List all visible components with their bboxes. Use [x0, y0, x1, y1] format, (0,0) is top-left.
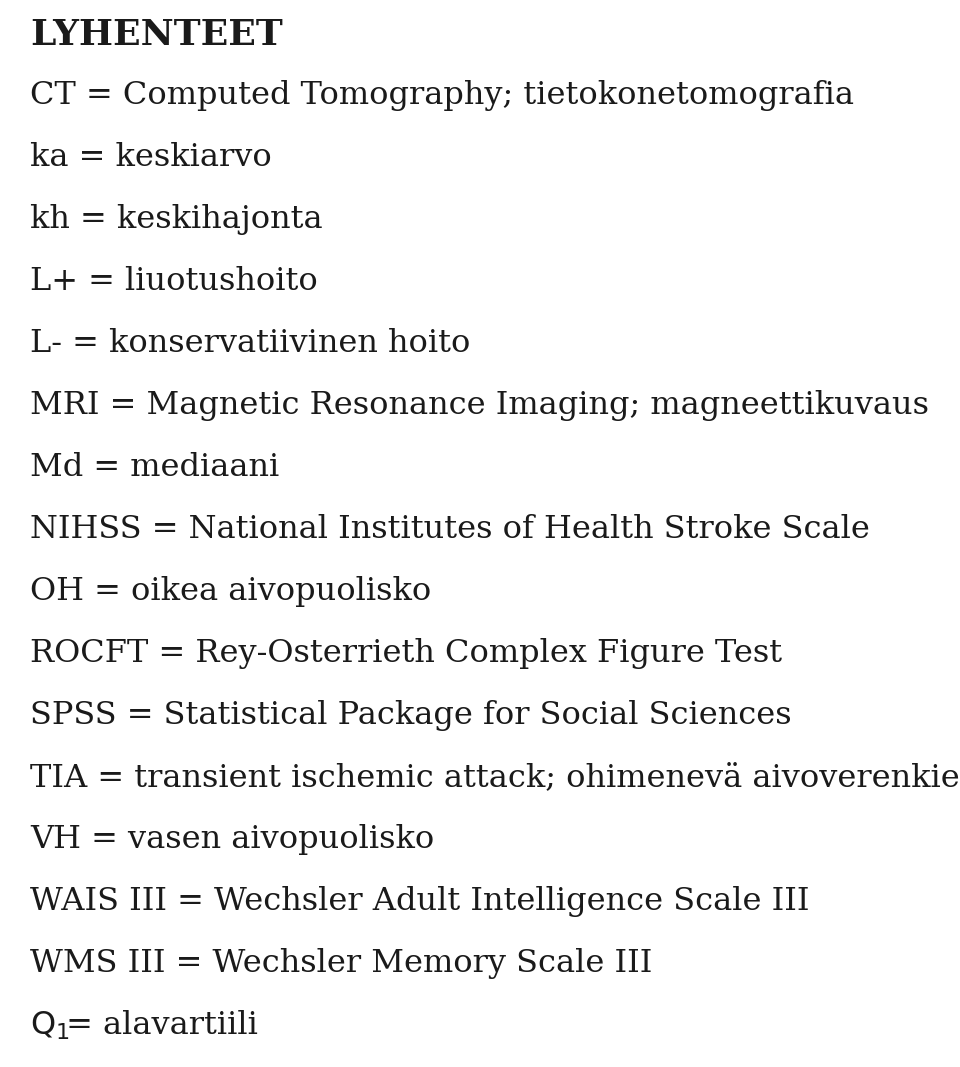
Text: L- = konservatiivinen hoito: L- = konservatiivinen hoito: [30, 328, 470, 359]
Text: kh = keskihajonta: kh = keskihajonta: [30, 204, 323, 235]
Text: LYHENTEET: LYHENTEET: [30, 18, 283, 52]
Text: CT = Computed Tomography; tietokonetomografia: CT = Computed Tomography; tietokonetomog…: [30, 80, 854, 111]
Text: VH = vasen aivopuolisko: VH = vasen aivopuolisko: [30, 824, 434, 855]
Text: SPSS = Statistical Package for Social Sciences: SPSS = Statistical Package for Social Sc…: [30, 700, 792, 731]
Text: ROCFT = Rey-Osterrieth Complex Figure Test: ROCFT = Rey-Osterrieth Complex Figure Te…: [30, 638, 782, 669]
Text: WAIS III = Wechsler Adult Intelligence Scale III: WAIS III = Wechsler Adult Intelligence S…: [30, 886, 809, 917]
Text: = alavartiili: = alavartiili: [56, 1010, 258, 1041]
Text: NIHSS = National Institutes of Health Stroke Scale: NIHSS = National Institutes of Health St…: [30, 514, 870, 545]
Text: MRI = Magnetic Resonance Imaging; magneettikuvaus: MRI = Magnetic Resonance Imaging; magnee…: [30, 391, 929, 421]
Text: WMS III = Wechsler Memory Scale III: WMS III = Wechsler Memory Scale III: [30, 947, 653, 980]
Text: ka = keskiarvo: ka = keskiarvo: [30, 142, 272, 173]
Text: TIA = transient ischemic attack; ohimenevä aivoverenkierron häiriö: TIA = transient ischemic attack; ohimene…: [30, 762, 960, 793]
Text: $\mathrm{Q}_{1}$: $\mathrm{Q}_{1}$: [30, 1010, 70, 1042]
Text: OH = oikea aivopuolisko: OH = oikea aivopuolisko: [30, 576, 431, 607]
Text: Md = mediaani: Md = mediaani: [30, 452, 279, 483]
Text: L+ = liuotushoito: L+ = liuotushoito: [30, 266, 318, 297]
